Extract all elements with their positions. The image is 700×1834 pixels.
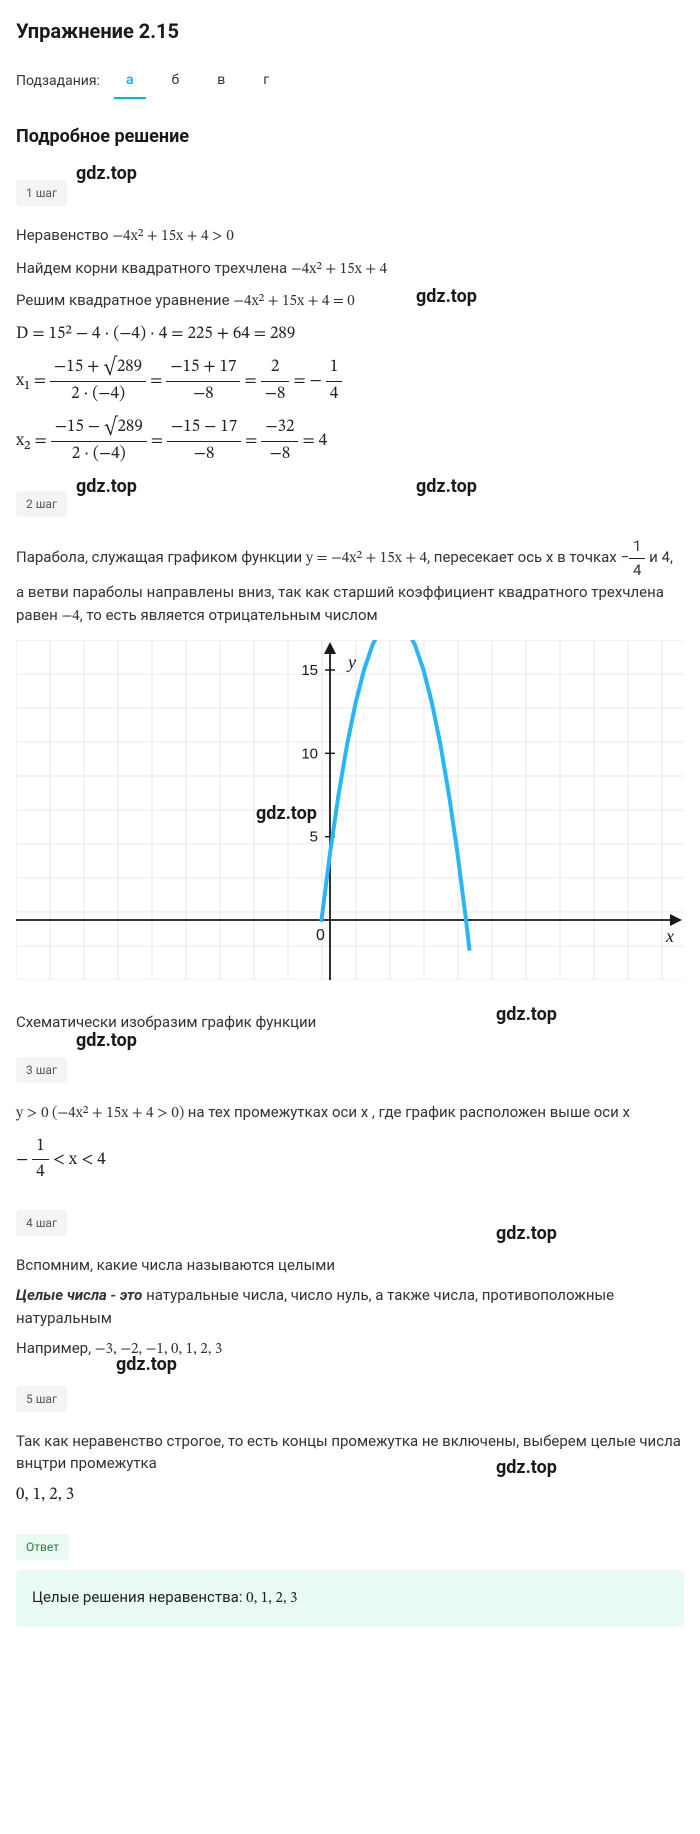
svg-text:x: x bbox=[665, 926, 674, 946]
step3-text: y > 0 (−4x² + 15x + 4 > 0) на тех промеж… bbox=[16, 1101, 684, 1126]
tab-g[interactable]: г bbox=[251, 64, 281, 99]
tab-b[interactable]: б bbox=[160, 64, 192, 99]
answer-box: Целые решения неравенства: 0, 1, 2, 3 bbox=[16, 1570, 684, 1627]
step-badge-5: 5 шаг bbox=[16, 1386, 67, 1412]
step4-def: Целые числа - это натуральные числа, чис… bbox=[16, 1284, 684, 1329]
x1-line: x₁ = −15 + √2892 · (−4) = −15 + 17−8 = 2… bbox=[16, 355, 684, 407]
subtasks-label: Подзадания: bbox=[16, 71, 100, 92]
solution-heading: Подробное решение bbox=[16, 123, 684, 150]
step3-range: − 14 < x < 4 bbox=[16, 1134, 684, 1186]
svg-text:10: 10 bbox=[301, 745, 318, 762]
step-badge-1: 1 шаг bbox=[16, 180, 67, 206]
tab-a[interactable]: а bbox=[114, 64, 146, 99]
exercise-title: Упражнение 2.15 bbox=[16, 16, 684, 46]
step1-line1: Неравенство −4x² + 15x + 4 > 0 bbox=[16, 224, 684, 249]
step5-vals: 0, 1, 2, 3 bbox=[16, 1483, 684, 1509]
watermark: gdz.top bbox=[76, 473, 137, 500]
svg-text:15: 15 bbox=[301, 662, 318, 679]
watermark: gdz.top bbox=[496, 1220, 557, 1247]
discriminant: D = 15² − 4 · (−4) · 4 = 225 + 64 = 289 bbox=[16, 322, 684, 348]
step5-text: Так как неравенство строгое, то есть кон… bbox=[16, 1430, 684, 1475]
step-badge-2: 2 шаг bbox=[16, 491, 67, 517]
step1-line2: Найдем корни квадратного трехчлена −4x² … bbox=[16, 257, 684, 282]
step2-text: Парабола, служащая графиком функции y = … bbox=[16, 535, 684, 628]
step4-intro: Вспомним, какие числа называются целыми bbox=[16, 1254, 684, 1277]
tab-v[interactable]: в bbox=[205, 64, 237, 99]
step-badge-4: 4 шаг bbox=[16, 1210, 67, 1236]
x2-line: x₂ = −15 − √2892 · (−4) = −15 − 17−8 = −… bbox=[16, 415, 684, 467]
step-badge-3: 3 шаг bbox=[16, 1057, 67, 1083]
step4-example: Например, −3, −2, −1, 0, 1, 2, 3 bbox=[16, 1337, 684, 1362]
watermark: gdz.top bbox=[76, 160, 137, 187]
watermark: gdz.top bbox=[416, 473, 477, 500]
chart-caption: Схематически изобразим график функции bbox=[16, 1011, 684, 1034]
answer-label: Ответ bbox=[16, 1534, 69, 1560]
subtasks-row: Подзадания: а б в г bbox=[16, 64, 684, 99]
chart-container: 51015yx0 gdz.top bbox=[16, 640, 684, 987]
svg-text:5: 5 bbox=[310, 829, 318, 846]
svg-text:y: y bbox=[346, 652, 356, 672]
step1-line3: Решим квадратное уравнение −4x² + 15x + … bbox=[16, 289, 684, 314]
parabola-chart: 5 10 15 y x 0 bbox=[16, 640, 684, 980]
svg-text:0: 0 bbox=[316, 927, 325, 944]
